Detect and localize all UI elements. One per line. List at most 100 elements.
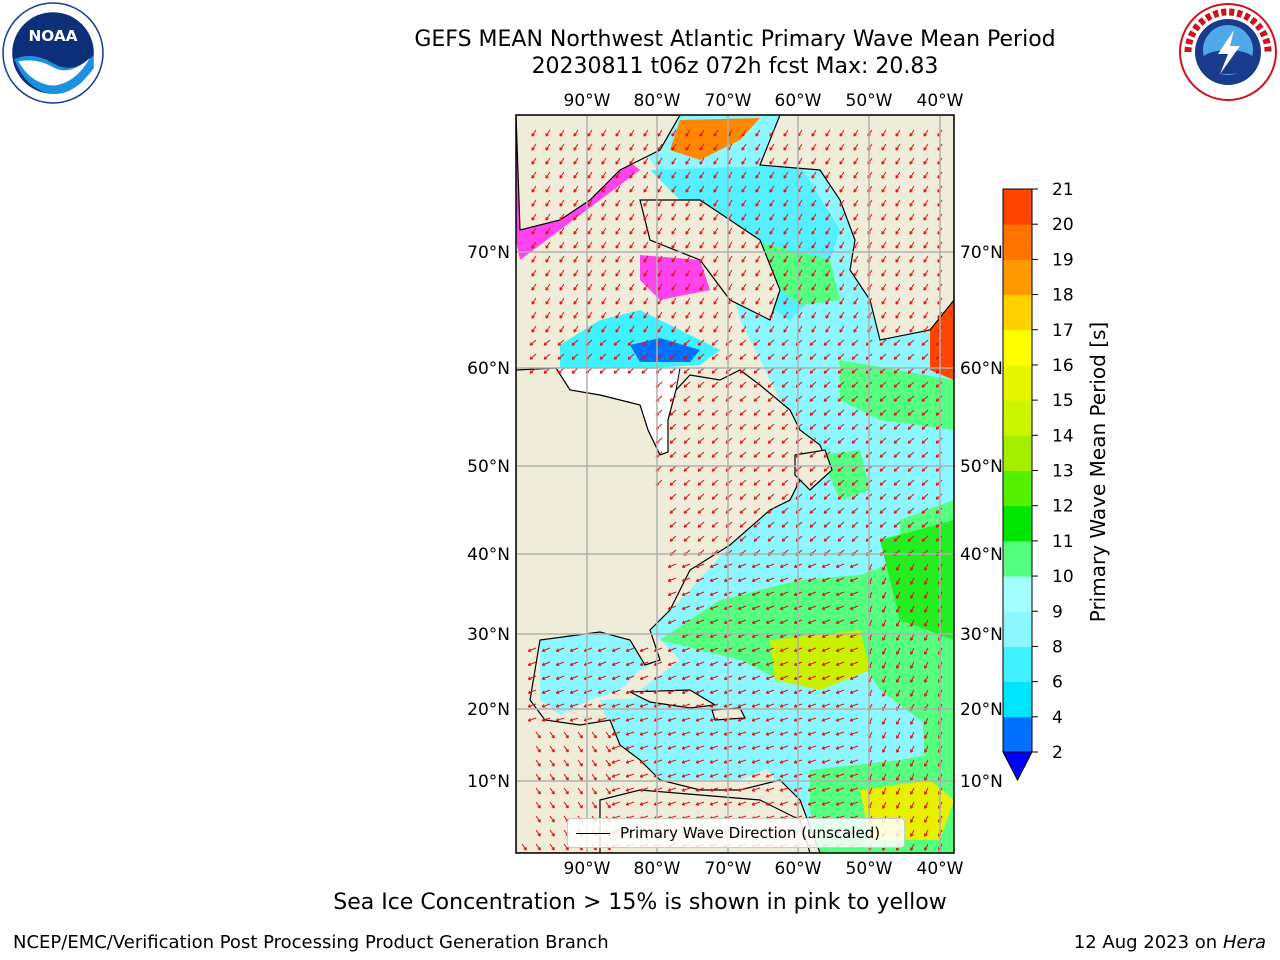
wave-arrow-head xyxy=(895,273,899,277)
wave-arrow-head xyxy=(601,203,605,207)
wave-arrow xyxy=(921,437,929,444)
wave-arrow xyxy=(739,437,747,444)
wave-arrow xyxy=(853,283,859,291)
wave-arrow-head xyxy=(573,245,577,249)
wave-arrow-head xyxy=(695,634,700,638)
wave-arrow-head xyxy=(681,718,686,722)
wave-arrow xyxy=(559,129,565,137)
wave-arrow-head xyxy=(713,273,717,277)
wave-arrow xyxy=(713,199,719,207)
wave-arrow xyxy=(779,787,789,792)
wave-arrow-head xyxy=(935,412,940,416)
wave-arrow xyxy=(713,227,719,235)
wave-arrow xyxy=(639,759,649,764)
wave-arrow xyxy=(577,787,583,795)
wave-arrow xyxy=(671,143,677,151)
wave-arrow xyxy=(531,269,537,277)
wave-arrow xyxy=(601,199,607,207)
wave-arrow xyxy=(653,717,663,722)
wave-arrow-head xyxy=(529,356,534,360)
wave-arrow-head xyxy=(711,412,716,416)
wave-arrow-head xyxy=(807,718,812,722)
wave-arrow-head xyxy=(823,342,828,346)
wave-arrow xyxy=(738,689,747,694)
wave-arrow xyxy=(807,745,817,750)
wave-arrow xyxy=(668,689,677,694)
wave-arrow xyxy=(882,773,887,781)
wave-arrow xyxy=(836,689,845,694)
wave-arrow-head xyxy=(657,273,661,277)
wave-arrow xyxy=(755,325,761,333)
wave-arrow xyxy=(910,605,915,613)
wave-arrow-head xyxy=(709,578,714,582)
wave-arrow xyxy=(850,605,859,610)
period-band-north-green xyxy=(750,240,840,305)
wave-arrow xyxy=(725,437,733,444)
wave-arrow xyxy=(641,353,649,360)
wave-arrow xyxy=(563,745,569,753)
wave-arrow-head xyxy=(565,749,569,753)
wave-arrow-head xyxy=(723,606,728,610)
wave-arrow xyxy=(781,465,789,472)
wave-arrow xyxy=(809,521,817,528)
wave-arrow xyxy=(753,437,761,444)
wave-arrow xyxy=(811,269,817,277)
wave-arrow xyxy=(601,241,607,249)
wave-arrow xyxy=(685,297,691,305)
wave-arrow-head xyxy=(909,245,913,249)
wave-arrow-head xyxy=(695,802,700,806)
wave-arrow xyxy=(535,801,541,809)
wave-arrow xyxy=(738,605,747,610)
lon-tick-label: 70°W xyxy=(705,91,752,111)
wave-arrow-head xyxy=(895,245,899,249)
wave-arrow xyxy=(627,339,635,346)
lon-tick-label: 80°W xyxy=(634,91,681,111)
wave-arrow-head xyxy=(559,287,563,291)
wave-arrow xyxy=(809,381,817,388)
wave-arrow-head xyxy=(853,189,857,193)
wave-arrow-head xyxy=(741,273,745,277)
wave-arrow-head xyxy=(713,245,717,249)
wave-arrow xyxy=(783,129,789,137)
wave-arrow xyxy=(643,227,649,235)
wave-arrow xyxy=(599,367,607,374)
wave-arrow-head xyxy=(629,273,633,277)
wave-arrow xyxy=(893,535,901,542)
wave-arrow xyxy=(808,689,817,694)
wave-arrow xyxy=(893,521,901,528)
wave-arrow-head xyxy=(639,648,644,652)
wave-arrow xyxy=(629,157,635,165)
wave-arrow xyxy=(849,773,859,778)
wave-arrow xyxy=(699,213,705,221)
wave-arrow xyxy=(699,241,705,249)
wave-arrow xyxy=(896,787,901,795)
wave-arrow-head xyxy=(924,847,928,851)
wave-arrow-head xyxy=(709,662,714,666)
wave-arrow xyxy=(893,339,901,346)
wave-arrow-head xyxy=(793,704,798,708)
wave-arrow-head xyxy=(753,524,758,528)
wave-arrow xyxy=(643,255,649,263)
wave-arrow xyxy=(808,661,817,666)
wave-arrow xyxy=(739,507,747,514)
wave-arrow-head xyxy=(924,623,928,627)
wave-arrow xyxy=(685,199,691,207)
wave-arrow-head xyxy=(835,760,840,764)
wave-arrow xyxy=(709,787,719,792)
wave-arrow-head xyxy=(853,273,857,277)
wave-arrow-head xyxy=(713,175,717,179)
wave-arrow-head xyxy=(545,217,549,221)
wave-arrow xyxy=(613,339,621,346)
wave-arrow xyxy=(783,255,789,263)
wave-arrow xyxy=(783,213,789,221)
wave-arrow xyxy=(881,185,887,193)
wave-arrow-head xyxy=(751,676,756,680)
wave-arrow xyxy=(807,703,817,708)
wave-arrow-head xyxy=(737,746,742,750)
wave-arrow xyxy=(808,675,817,680)
wave-arrow-head xyxy=(615,175,619,179)
wave-arrow xyxy=(521,843,527,851)
wave-arrow xyxy=(853,185,859,193)
wave-arrow-head xyxy=(882,693,886,697)
wave-arrow-head xyxy=(849,760,854,764)
